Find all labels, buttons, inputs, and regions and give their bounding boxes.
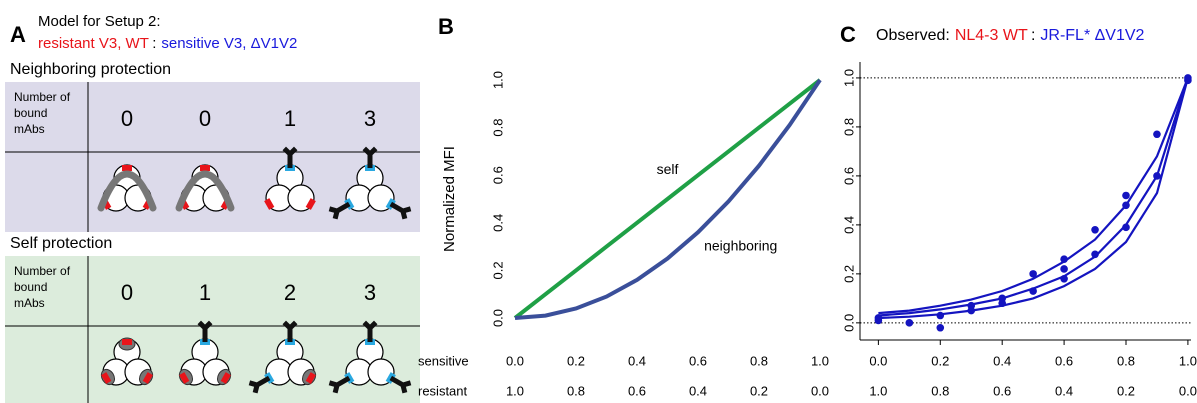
x2-tick-label: 0.8 xyxy=(931,383,949,398)
bound-count: 3 xyxy=(364,280,376,305)
legend-part: sensitive V3, ΔV1V2 xyxy=(161,35,297,52)
x-axis-label: sensitive xyxy=(418,353,469,368)
y-tick-label: 0.0 xyxy=(841,314,856,332)
data-point xyxy=(1153,130,1161,138)
section-title: Neighboring protection xyxy=(10,61,171,78)
data-point xyxy=(1122,224,1130,232)
data-point xyxy=(1060,265,1068,273)
data-point xyxy=(1122,192,1130,200)
data-point xyxy=(1184,77,1192,85)
x2-tick-label: 0.0 xyxy=(1179,383,1197,398)
x2-tick-label: 0.6 xyxy=(993,383,1011,398)
bound-count: 0 xyxy=(121,280,133,305)
data-point xyxy=(967,307,975,315)
bound-count: 0 xyxy=(121,106,133,131)
data-point xyxy=(875,314,883,322)
title-part: JR-FL* ΔV1V2 xyxy=(1040,27,1144,44)
bound-count: 3 xyxy=(364,106,376,131)
data-point xyxy=(1060,255,1068,263)
v3-site xyxy=(122,339,132,345)
figure: A Model for Setup 2: resistant V3, WT: sens… xyxy=(0,0,1197,403)
y-tick-label: 0.6 xyxy=(841,167,856,185)
x2-tick-label: 0.6 xyxy=(628,383,646,398)
y-tick-label: 1.0 xyxy=(490,71,505,89)
x2-tick-label: 1.0 xyxy=(869,383,887,398)
v3-site xyxy=(200,165,210,171)
series-line xyxy=(515,80,820,318)
data-point xyxy=(1029,270,1037,278)
panel-label: A xyxy=(10,22,26,47)
data-point xyxy=(1122,201,1130,209)
fit-curve xyxy=(878,78,1188,318)
data-point xyxy=(936,312,944,320)
legend-part: : xyxy=(152,35,156,52)
v3-site xyxy=(122,165,132,171)
section-title: Self protection xyxy=(10,235,112,252)
data-point xyxy=(1091,250,1099,258)
data-point xyxy=(1029,287,1037,295)
y-tick-label: 0.2 xyxy=(841,265,856,283)
legend-part: resistant V3, WT xyxy=(38,35,149,52)
data-point xyxy=(1091,226,1099,234)
x2-axis-label: resistant xyxy=(418,383,468,398)
y-tick-label: 0.4 xyxy=(490,214,505,232)
x-tick-label: 0.8 xyxy=(750,353,768,368)
legend: resistant V3, WT: sensitive V3, ΔV1V2 xyxy=(38,35,297,52)
x2-tick-label: 0.4 xyxy=(689,383,707,398)
data-point xyxy=(1153,172,1161,180)
data-point xyxy=(1060,275,1068,283)
x-tick-label: 0.0 xyxy=(869,353,887,368)
x-tick-label: 0.8 xyxy=(1117,353,1135,368)
row-header: bound xyxy=(14,106,47,120)
y-tick-label: 1.0 xyxy=(841,69,856,87)
x-tick-label: 0.0 xyxy=(506,353,524,368)
bound-count: 2 xyxy=(284,280,296,305)
x-tick-label: 0.2 xyxy=(931,353,949,368)
y-tick-label: 0.6 xyxy=(490,166,505,184)
series-label: neighboring xyxy=(704,237,777,253)
x2-tick-label: 0.0 xyxy=(811,383,829,398)
x-tick-label: 0.2 xyxy=(567,353,585,368)
y-tick-label: 0.0 xyxy=(490,309,505,327)
x2-tick-label: 0.4 xyxy=(1055,383,1073,398)
y-tick-label: 0.4 xyxy=(841,216,856,234)
y-axis-label: Normalized MFI xyxy=(441,146,458,252)
panel-label: B xyxy=(438,14,454,39)
series-label: self xyxy=(657,161,679,177)
title-part: Observed: xyxy=(876,27,950,44)
data-point xyxy=(906,319,914,327)
bound-count: 1 xyxy=(199,280,211,305)
x-tick-label: 0.6 xyxy=(1055,353,1073,368)
y-tick-label: 0.2 xyxy=(490,261,505,279)
x2-tick-label: 0.2 xyxy=(1117,383,1135,398)
x2-tick-label: 0.8 xyxy=(567,383,585,398)
row-header: mAbs xyxy=(14,296,45,310)
x-tick-label: 0.4 xyxy=(993,353,1011,368)
row-header: Number of xyxy=(14,90,71,104)
row-header: bound xyxy=(14,280,47,294)
fit-curve xyxy=(878,78,1188,313)
y-tick-label: 0.8 xyxy=(841,118,856,136)
chart-title: Observed: NL4-3 WT: JR-FL* ΔV1V2 xyxy=(876,27,1145,44)
x-tick-label: 0.4 xyxy=(628,353,646,368)
x-tick-label: 0.6 xyxy=(689,353,707,368)
y-tick-label: 0.8 xyxy=(490,119,505,137)
x2-tick-label: 0.2 xyxy=(750,383,768,398)
title-part: : xyxy=(1031,27,1035,44)
x-tick-label: 1.0 xyxy=(811,353,829,368)
data-point xyxy=(936,324,944,332)
panel-label: C xyxy=(840,22,856,47)
title-part: NL4-3 WT xyxy=(955,27,1028,44)
panel-title: Model for Setup 2: xyxy=(38,13,161,30)
x2-tick-label: 1.0 xyxy=(506,383,524,398)
x-tick-label: 1.0 xyxy=(1179,353,1197,368)
bound-count: 1 xyxy=(284,106,296,131)
row-header: mAbs xyxy=(14,122,45,136)
data-point xyxy=(998,299,1006,307)
row-header: Number of xyxy=(14,264,71,278)
bound-count: 0 xyxy=(199,106,211,131)
